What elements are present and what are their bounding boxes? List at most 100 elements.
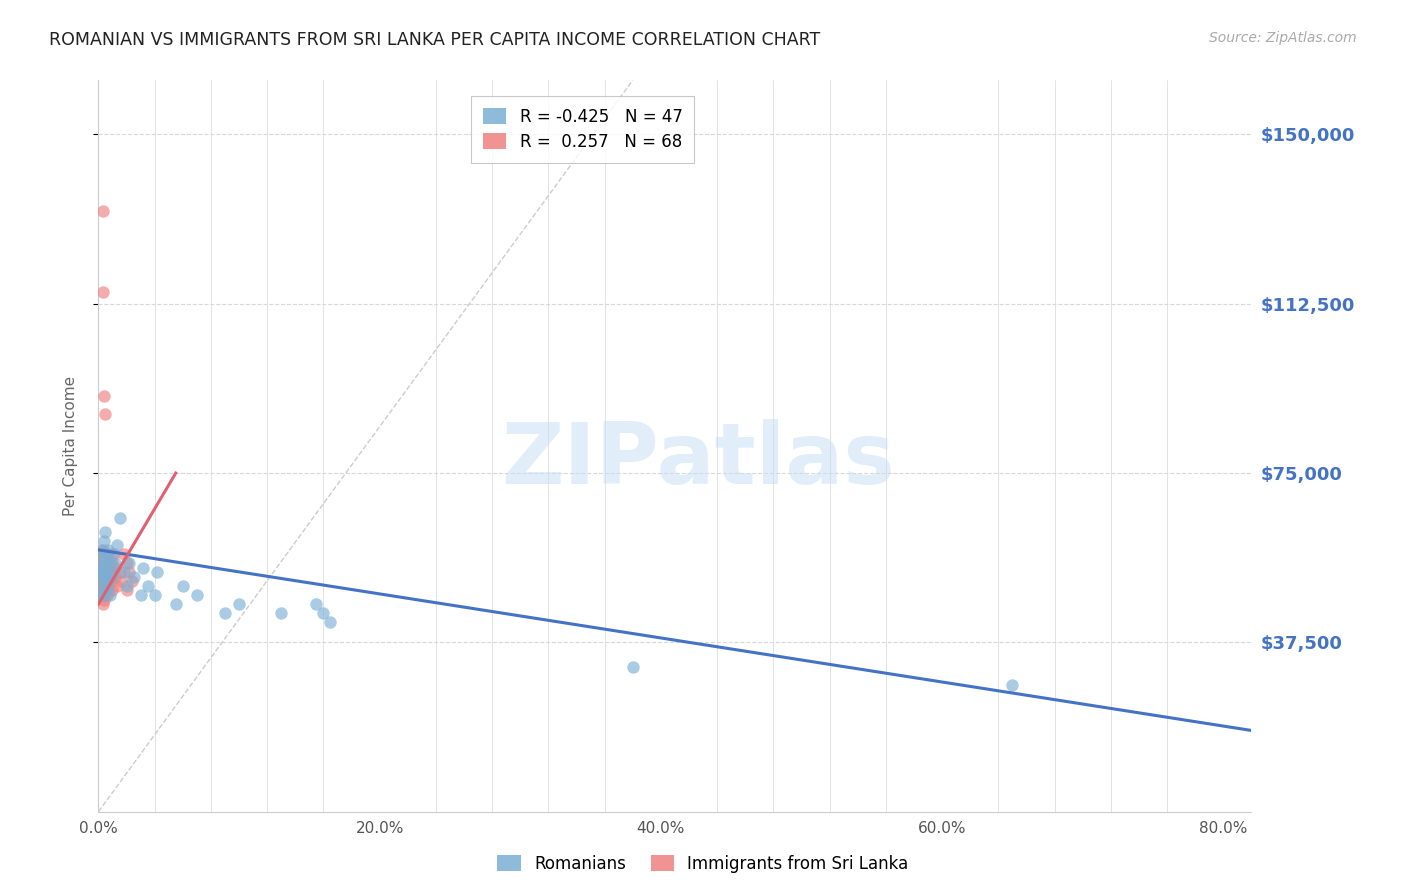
Point: [112, 547, 135, 561]
Point: [89, 570, 111, 584]
Point: [97, 579, 120, 593]
Point: [91, 579, 114, 593]
Point: [94, 566, 117, 580]
Point: [97, 557, 120, 571]
Point: [91, 204, 114, 219]
Point: [91, 579, 114, 593]
Point: [90, 557, 112, 571]
Point: [94, 579, 117, 593]
Point: [96, 579, 118, 593]
Point: [94, 547, 117, 561]
Point: [94, 408, 117, 422]
Point: [101, 557, 124, 571]
Point: [104, 557, 127, 571]
Point: [100, 566, 122, 580]
Point: [122, 570, 145, 584]
Y-axis label: Per Capita Income: Per Capita Income: [63, 376, 77, 516]
Point: [115, 557, 138, 571]
Point: [89, 561, 111, 575]
Point: [91, 552, 114, 566]
Point: [94, 588, 117, 602]
Point: [146, 566, 169, 580]
Point: [97, 547, 120, 561]
Point: [90, 583, 112, 598]
Text: Source: ZipAtlas.com: Source: ZipAtlas.com: [1209, 31, 1357, 45]
Point: [91, 542, 114, 557]
Point: [270, 606, 292, 620]
Point: [90, 570, 112, 584]
Point: [101, 547, 124, 561]
Point: [214, 606, 236, 620]
Point: [96, 574, 118, 589]
Legend: R = -0.425   N = 47, R =  0.257   N = 68: R = -0.425 N = 47, R = 0.257 N = 68: [471, 96, 695, 162]
Point: [93, 566, 115, 580]
Point: [96, 570, 118, 584]
Point: [94, 583, 117, 598]
Point: [97, 542, 120, 557]
Point: [90, 547, 112, 561]
Point: [165, 597, 187, 611]
Point: [96, 552, 118, 566]
Point: [91, 588, 114, 602]
Text: ROMANIAN VS IMMIGRANTS FROM SRI LANKA PER CAPITA INCOME CORRELATION CHART: ROMANIAN VS IMMIGRANTS FROM SRI LANKA PE…: [49, 31, 821, 49]
Point: [96, 566, 118, 580]
Point: [94, 570, 117, 584]
Point: [100, 566, 122, 580]
Point: [91, 285, 114, 300]
Point: [118, 557, 141, 571]
Point: [90, 542, 112, 557]
Point: [93, 557, 115, 571]
Point: [91, 561, 114, 575]
Point: [94, 574, 117, 589]
Point: [91, 570, 114, 584]
Point: [110, 574, 132, 589]
Point: [90, 574, 112, 589]
Point: [312, 606, 335, 620]
Point: [89, 588, 111, 602]
Point: [104, 561, 127, 575]
Point: [97, 583, 120, 598]
Point: [93, 566, 115, 580]
Point: [105, 538, 128, 552]
Point: [91, 561, 114, 575]
Point: [108, 511, 131, 525]
Point: [129, 588, 152, 602]
Point: [91, 561, 114, 575]
Point: [94, 561, 117, 575]
Point: [89, 557, 111, 571]
Point: [103, 547, 125, 561]
Point: [172, 579, 194, 593]
Point: [93, 583, 115, 598]
Point: [94, 557, 117, 571]
Point: [98, 561, 121, 575]
Point: [96, 552, 118, 566]
Point: [96, 561, 118, 575]
Point: [93, 389, 115, 403]
Point: [90, 588, 112, 602]
Point: [90, 566, 112, 580]
Point: [96, 570, 118, 584]
Point: [121, 574, 143, 589]
Point: [104, 570, 127, 584]
Point: [112, 566, 135, 580]
Point: [94, 552, 117, 566]
Point: [186, 588, 208, 602]
Point: [101, 570, 124, 584]
Point: [93, 592, 115, 607]
Point: [305, 597, 328, 611]
Point: [101, 583, 124, 598]
Point: [96, 561, 118, 575]
Point: [108, 566, 131, 580]
Legend: Romanians, Immigrants from Sri Lanka: Romanians, Immigrants from Sri Lanka: [491, 848, 915, 880]
Point: [228, 597, 250, 611]
Point: [94, 583, 117, 598]
Point: [136, 579, 159, 593]
Point: [1001, 678, 1024, 692]
Point: [105, 579, 128, 593]
Point: [89, 579, 111, 593]
Point: [115, 583, 138, 598]
Point: [115, 579, 138, 593]
Text: ZIPatlas: ZIPatlas: [501, 419, 894, 502]
Point: [96, 588, 118, 602]
Point: [91, 579, 114, 593]
